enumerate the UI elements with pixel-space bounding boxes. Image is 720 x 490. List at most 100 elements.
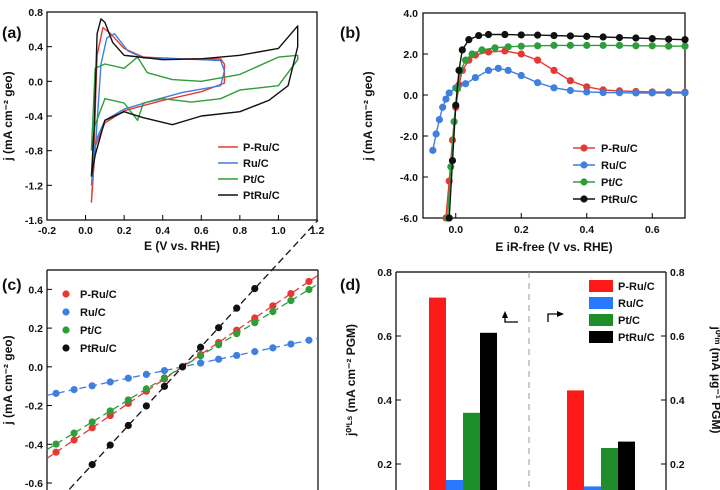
a-ytick-label: 0.8 [28,7,43,19]
b-point-ru-c [517,71,525,80]
c-point-ptru-c [160,382,169,390]
b-point-pt-c [534,42,542,50]
c-point-ru-c [196,359,205,367]
c-point-ru-c [251,348,259,356]
a-xtick-label: 0.2 [117,225,132,237]
c-point-p-ru-c [269,302,277,310]
b-point-ru-c [566,86,574,95]
b-point-ru-c [632,89,640,97]
c-point-ru-c [70,385,78,394]
a-xtick-label: 1.0 [271,225,286,237]
c-legend-label: Ru/C [80,307,106,319]
b-point-pt-c [599,41,607,49]
a-ytick-label: 0.4 [28,42,43,54]
c-legend-marker [62,290,70,298]
c-fit-ptru-c [67,219,319,490]
b-point-ptru-c [550,31,558,40]
c-legend-label: Pt/C [80,325,102,337]
panel-d-right-ylabel: j⁰ʹᵐ (mA μg⁻¹ PGM) [709,326,720,434]
c-ytick-label: -0.6 [25,478,43,490]
b-xtick-label: 0.0 [448,224,463,236]
b-point-ptru-c [566,32,574,40]
c-point-ru-c [215,355,223,363]
d-right-tick-label: 0.6 [670,331,685,343]
d-legend-swatch [589,331,613,343]
b-point-ru-c [432,130,440,138]
c-legend-marker [62,308,70,316]
right-axis-arrowhead-icon [557,311,564,317]
panel-a-label: (a) [2,25,22,42]
b-legend-marker [580,195,588,203]
b-point-ptru-c [517,31,525,39]
b-legend-label: Pt/C [601,177,623,189]
a-ytick-label: -0.8 [25,146,43,158]
b-point-ptru-c [534,31,542,39]
d-left-tick-label: 0.8 [377,267,392,279]
panel-a: (a) -0.2 0.0 0.2 0.4 0.6 0.8 1.0 1.2 -1.6 -1.2 -0.… [1,7,324,253]
b-point-ru-c [484,66,493,75]
d-bar-ru-c [446,480,463,490]
c-legend-label: P-Ru/C [80,289,117,301]
b-point-ru-c [665,89,673,97]
b-point-pt-c [447,163,455,171]
d-legend-swatch [589,297,613,309]
c-point-ru-c [305,336,313,344]
b-legend-marker [580,178,588,186]
c-point-ptru-c [196,343,205,351]
b-xtick-label: 0.4 [579,224,594,236]
a-legend-label: Ru/C [243,158,269,170]
d-left-tick-label: 0.2 [377,459,392,471]
a-legend-label: PtRu/C [243,190,280,202]
c-point-ptru-c [106,441,114,449]
a-ytick-label: 0.0 [28,76,43,88]
c-point-ptru-c [88,461,96,469]
d-bar-ptru-c [618,441,635,490]
b-legend-marker [580,144,588,152]
c-ytick-label: 0.2 [28,323,43,335]
left-axis-arrowhead-icon [502,311,508,318]
b-point-ptru-c [452,101,460,109]
b-series-ru-c [432,67,685,151]
panel-a-frame [46,11,318,221]
c-legend-label: PtRu/C [80,343,117,355]
b-point-ptru-c [465,36,473,44]
d-bar-p-ru-c [567,390,584,490]
b-point-ru-c [471,73,479,82]
c-point-pt-c [251,319,259,327]
b-point-pt-c [665,42,673,50]
b-point-ptru-c [455,66,463,75]
c-point-ru-c [287,340,295,348]
b-legend-label: P-Ru/C [601,143,638,155]
b-point-ptru-c [681,36,689,44]
a-xtick-label: -0.2 [38,225,56,237]
panel-b-frame [422,12,686,219]
c-point-pt-c [160,374,169,382]
a-series-ru-c [90,33,226,186]
c-point-ptru-c [124,421,132,430]
d-legend-label: P-Ru/C [618,281,655,293]
c-point-ru-c [52,389,60,397]
b-point-ru-c [494,64,502,72]
b-point-ru-c [681,89,689,97]
a-xtick-label: 1.2 [310,225,325,237]
c-point-pt-c [215,341,223,349]
panel-b-ylabel: j (mA cm⁻² geo) [361,71,375,161]
b-xtick-label: 0.2 [514,224,529,236]
b-point-pt-c [648,42,656,50]
d-bar-pt-c [601,448,618,490]
panel-a-ylabel: j (mA cm⁻² geo) [1,71,15,161]
b-point-ru-c [615,89,624,97]
c-point-ru-c [124,374,132,382]
d-right-tick-label: 0.2 [670,459,685,471]
c-point-pt-c [70,429,78,437]
c-point-pt-c [124,396,132,404]
b-point-ptru-c [484,30,493,39]
c-point-ptru-c [251,284,259,293]
d-legend-label: Ru/C [618,298,644,310]
b-ytick-label: 2.0 [403,49,418,61]
b-point-ru-c [445,89,453,97]
panel-d-left-ylabel: j⁰ʹᴸˢ (mA cm⁻² PGM) [344,324,358,437]
a-legend-label: P-Ru/C [243,142,280,154]
c-point-pt-c [305,285,313,294]
b-ytick-label: 0.0 [403,90,418,102]
